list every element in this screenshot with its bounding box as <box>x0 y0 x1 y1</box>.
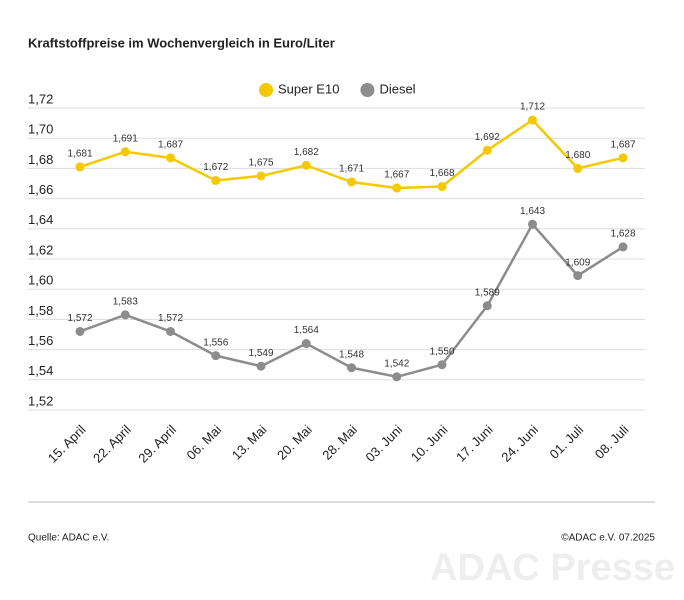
point <box>166 326 175 336</box>
chart-title: Kraftstoffpreise im Wochenvergleich in E… <box>28 35 335 50</box>
data-label: 1,681 <box>67 149 92 160</box>
x-tick-label: 13. Mai <box>229 422 270 463</box>
data-label: 1,672 <box>203 162 228 173</box>
legend-label: Diesel <box>379 81 415 96</box>
data-label: 1,572 <box>67 313 92 324</box>
point <box>437 360 447 370</box>
y-tick-label: 1,72 <box>28 91 53 106</box>
x-tick-label: 20. Mai <box>274 422 315 463</box>
point <box>573 271 583 281</box>
point <box>437 182 447 192</box>
legend-marker <box>360 83 375 97</box>
point <box>256 361 266 371</box>
data-label: 1,668 <box>429 168 454 179</box>
point <box>573 163 583 173</box>
data-label: 1,687 <box>158 139 183 150</box>
data-label: 1,549 <box>248 348 273 359</box>
point <box>211 351 221 361</box>
point <box>392 183 402 193</box>
x-tick-label: 03. Juni <box>362 422 405 465</box>
x-tick-label: 29. April <box>135 422 179 466</box>
point <box>301 339 311 349</box>
x-tick-label: 01. Juli <box>547 422 587 462</box>
point <box>528 115 537 125</box>
point <box>75 162 85 172</box>
point <box>256 171 266 181</box>
y-tick-label: 1,52 <box>28 393 53 408</box>
data-label: 1,675 <box>248 158 273 169</box>
point <box>618 242 628 252</box>
x-tick-label: 06. Mai <box>184 422 225 463</box>
source: Quelle: ADAC e.V. <box>28 533 109 544</box>
data-label: 1,643 <box>520 206 545 217</box>
copyright: ©ADAC e.V. 07.2025 <box>561 533 655 544</box>
data-label: 1,564 <box>294 325 319 336</box>
point <box>120 310 130 320</box>
data-label: 1,542 <box>384 358 409 369</box>
y-tick-label: 1,54 <box>28 363 53 378</box>
x-tick-label: 08. Juli <box>592 422 632 462</box>
legend-label: Super E10 <box>278 81 339 96</box>
y-tick-label: 1,64 <box>28 212 53 227</box>
x-tick-label: 22. April <box>90 422 134 466</box>
data-label: 1,628 <box>610 229 635 240</box>
y-tick-label: 1,60 <box>28 273 53 288</box>
y-tick-label: 1,70 <box>28 122 53 137</box>
point <box>392 372 402 382</box>
data-label: 1,609 <box>565 257 590 268</box>
point <box>347 177 356 187</box>
data-label: 1,548 <box>339 349 364 360</box>
point <box>120 147 130 157</box>
point <box>618 153 628 163</box>
point <box>166 153 175 163</box>
point <box>301 160 311 170</box>
data-label: 1,680 <box>565 150 590 161</box>
data-label: 1,550 <box>429 346 454 357</box>
data-label: 1,692 <box>475 132 500 143</box>
data-label: 1,691 <box>113 133 138 144</box>
data-label: 1,572 <box>158 313 183 324</box>
data-label: 1,589 <box>475 287 500 298</box>
y-tick-label: 1,58 <box>28 303 53 318</box>
y-tick-label: 1,66 <box>28 182 53 197</box>
x-tick-label: 28. Mai <box>319 422 360 463</box>
point <box>211 175 221 185</box>
data-label: 1,671 <box>339 164 364 175</box>
legend-marker <box>259 83 273 97</box>
watermark: ADAC Presse <box>430 547 675 589</box>
x-tick-label: 10. Juni <box>408 422 451 465</box>
data-label: 1,556 <box>203 337 228 348</box>
point <box>528 219 537 229</box>
x-tick-label: 24. Juni <box>498 422 541 465</box>
point <box>75 326 85 336</box>
point <box>482 301 492 311</box>
point <box>347 363 356 373</box>
data-label: 1,712 <box>520 102 545 113</box>
x-tick-label: 15. April <box>45 422 89 466</box>
data-label: 1,682 <box>294 147 319 158</box>
point <box>482 145 492 155</box>
x-tick-label: 17. Juni <box>453 422 496 465</box>
y-tick-label: 1,62 <box>28 242 53 257</box>
data-label: 1,667 <box>384 170 409 181</box>
data-label: 1,583 <box>113 297 138 308</box>
data-label: 1,687 <box>610 139 635 150</box>
y-tick-label: 1,68 <box>28 152 53 167</box>
y-tick-label: 1,56 <box>28 333 53 348</box>
